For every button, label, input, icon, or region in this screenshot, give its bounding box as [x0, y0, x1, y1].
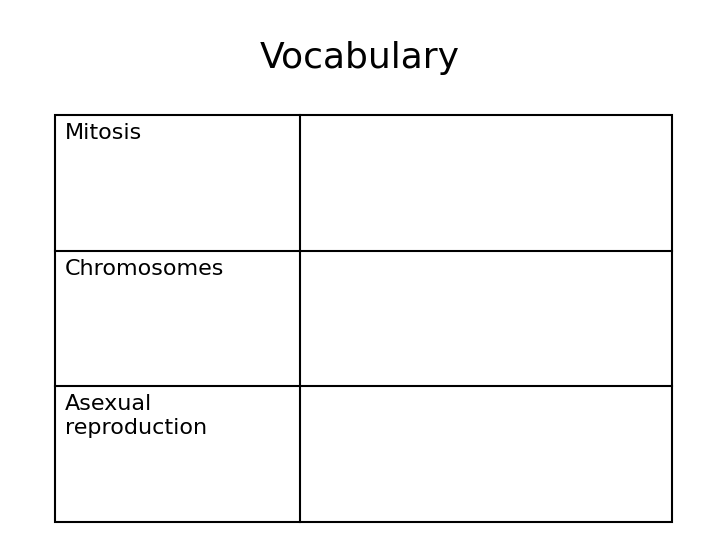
Text: Asexual
reproduction: Asexual reproduction — [65, 394, 207, 437]
Text: Chromosomes: Chromosomes — [65, 259, 225, 279]
Text: Vocabulary: Vocabulary — [260, 41, 460, 75]
Bar — [55, 115, 672, 522]
Text: Mitosis: Mitosis — [65, 123, 143, 143]
